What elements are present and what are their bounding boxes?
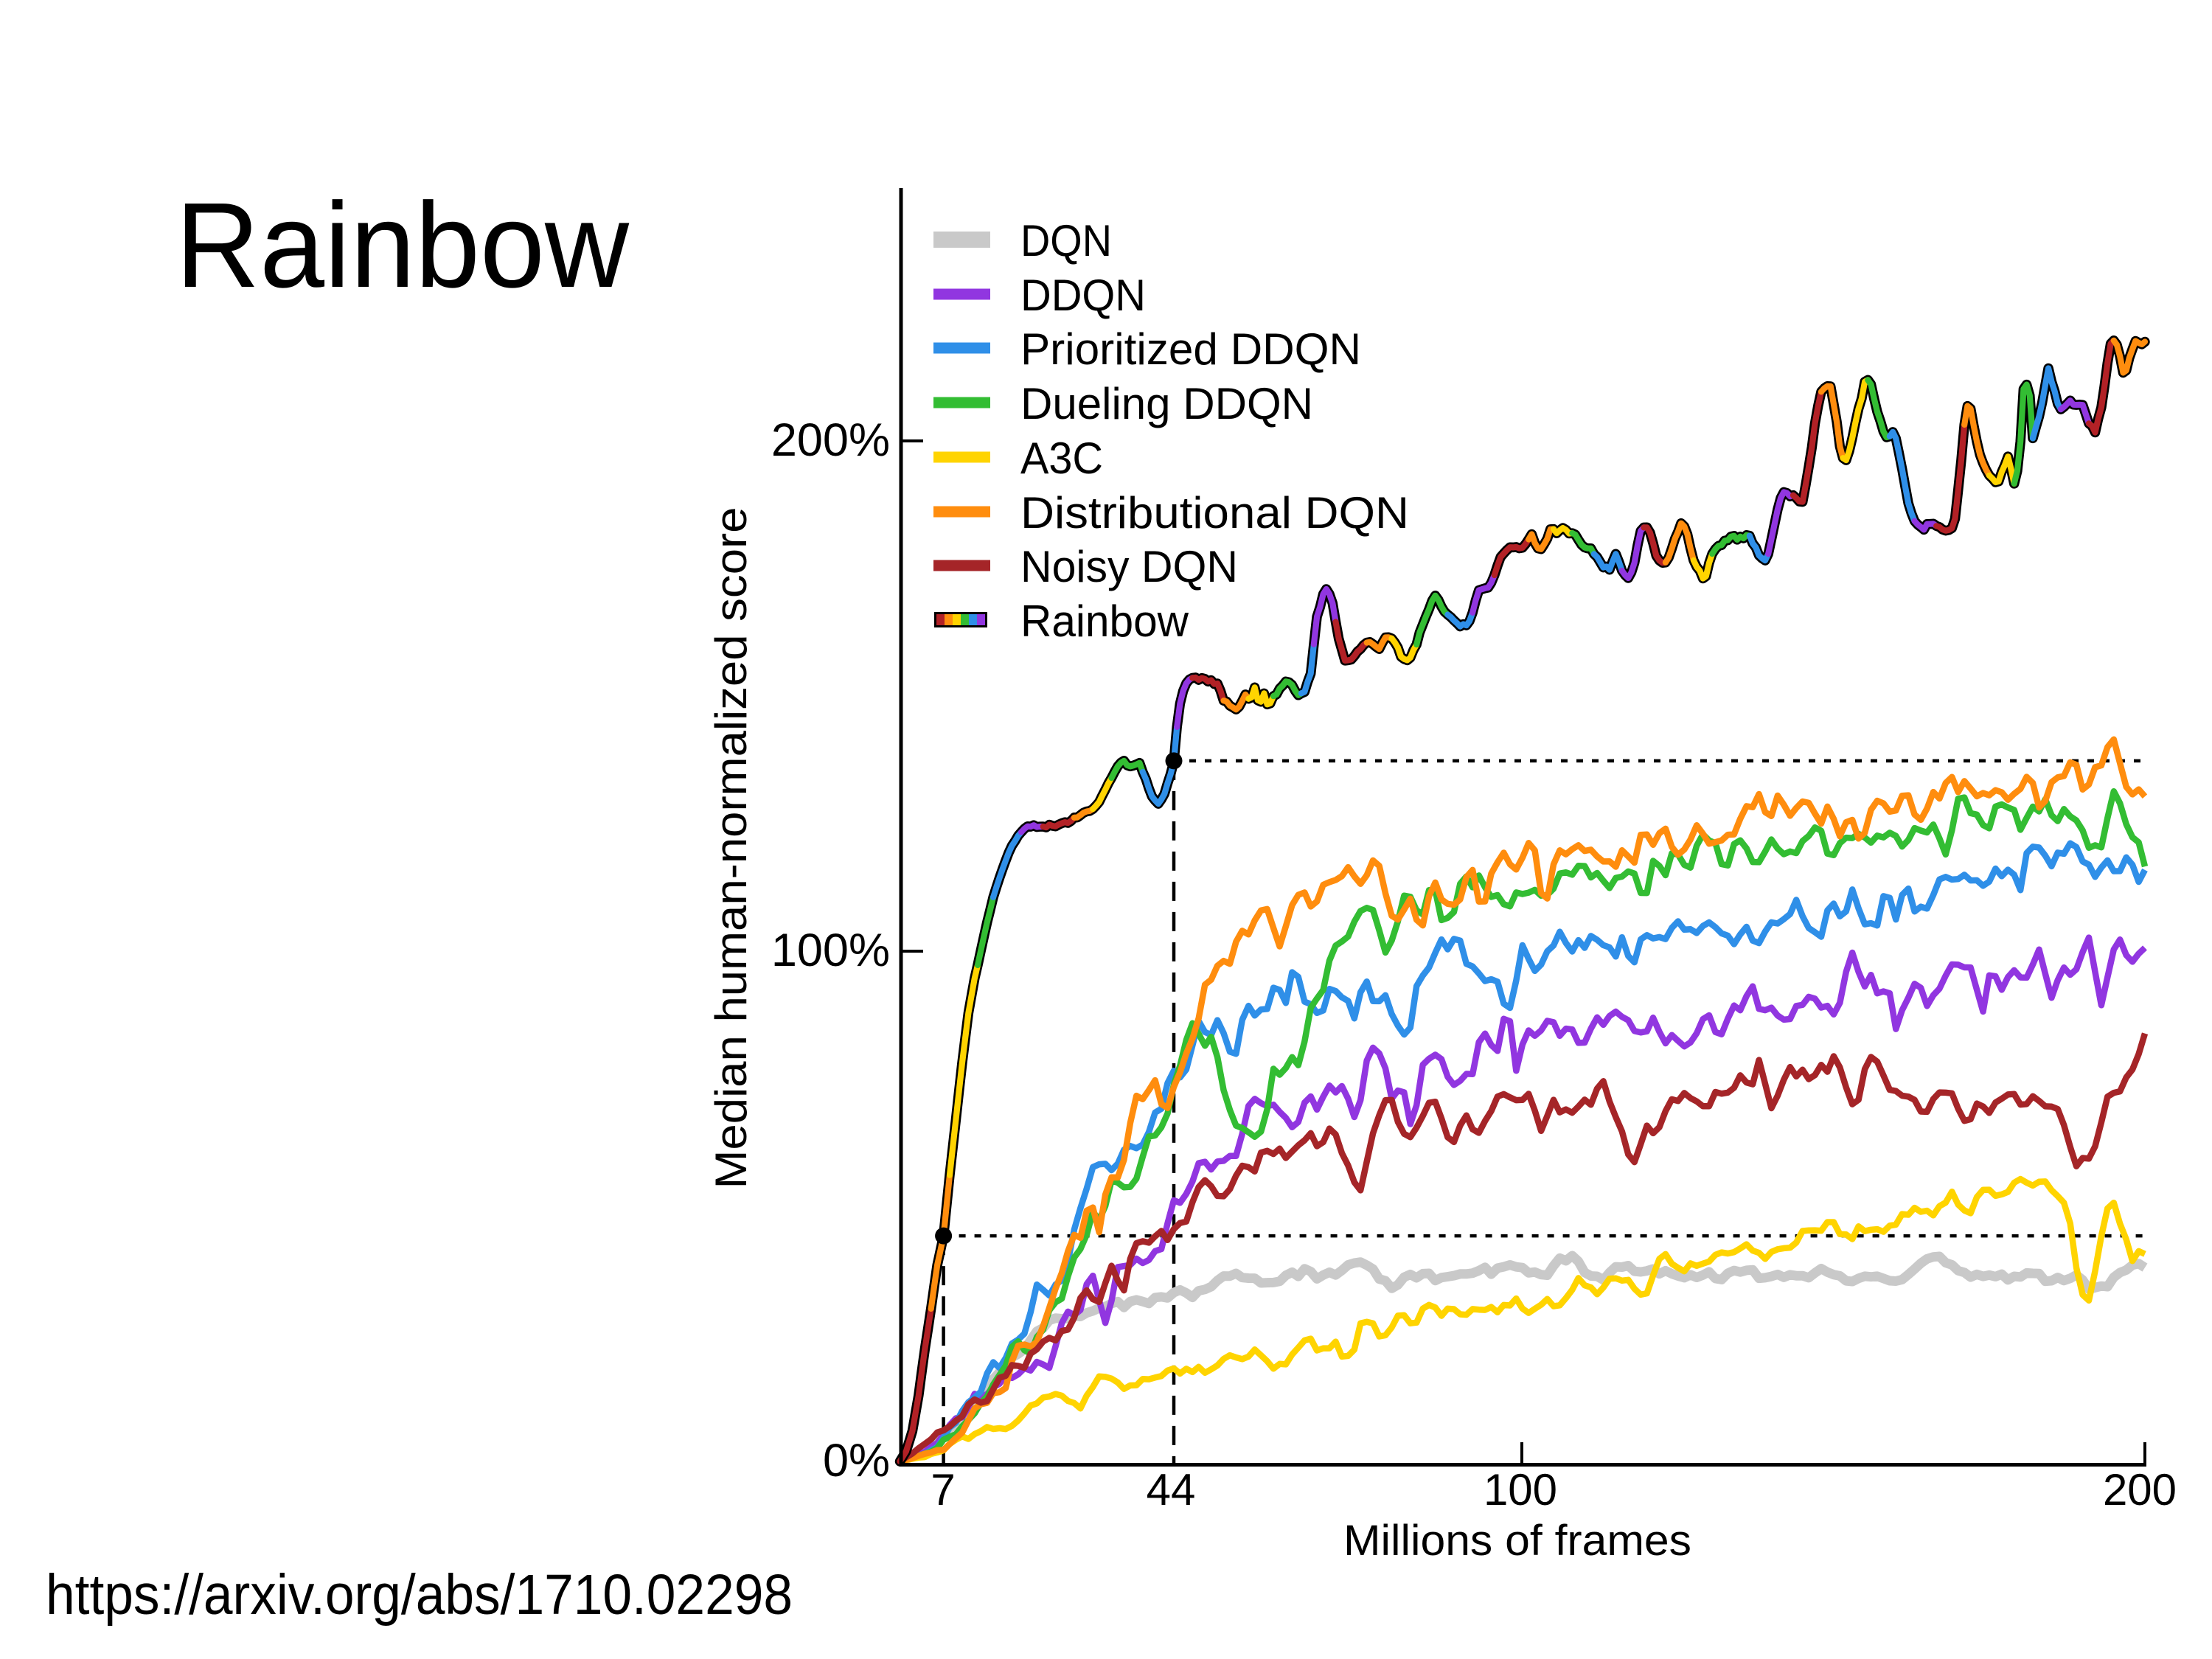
svg-text:0%: 0% (823, 1435, 890, 1486)
svg-text:A3C: A3C (1020, 434, 1103, 483)
svg-text:Dueling DDQN: Dueling DDQN (1020, 379, 1313, 428)
svg-text:100: 100 (1484, 1465, 1557, 1514)
svg-text:https://arxiv.org/abs/1710.022: https://arxiv.org/abs/1710.02298 (46, 1563, 793, 1627)
svg-text:Rainbow: Rainbow (175, 178, 630, 313)
svg-text:DQN: DQN (1020, 216, 1112, 265)
svg-text:7: 7 (931, 1465, 955, 1514)
svg-text:Millions of frames: Millions of frames (1343, 1517, 1691, 1565)
svg-text:Rainbow: Rainbow (1020, 597, 1189, 646)
svg-text:44: 44 (1147, 1465, 1196, 1514)
svg-text:Noisy DQN: Noisy DQN (1020, 542, 1238, 591)
svg-text:100%: 100% (771, 925, 890, 976)
svg-text:200%: 200% (771, 414, 890, 466)
svg-text:Distributional DQN: Distributional DQN (1020, 488, 1409, 538)
svg-text:DDQN: DDQN (1020, 271, 1146, 320)
svg-text:200: 200 (2103, 1465, 2177, 1514)
svg-text:Median human-normalized score: Median human-normalized score (706, 507, 756, 1189)
svg-text:Prioritized DDQN: Prioritized DDQN (1020, 324, 1361, 374)
